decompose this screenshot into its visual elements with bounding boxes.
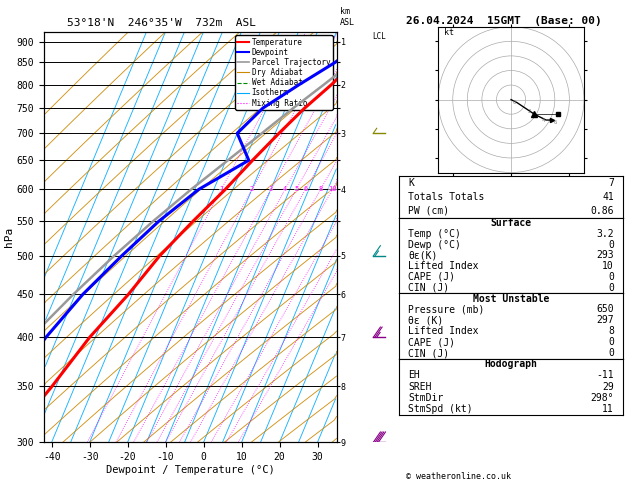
Text: 3: 3	[269, 187, 273, 192]
Text: SREH: SREH	[408, 382, 432, 392]
X-axis label: Dewpoint / Temperature (°C): Dewpoint / Temperature (°C)	[106, 465, 275, 475]
Text: 2: 2	[527, 109, 530, 114]
Text: 0: 0	[608, 283, 614, 293]
Text: 293: 293	[596, 250, 614, 260]
Y-axis label: hPa: hPa	[4, 227, 14, 247]
Text: 8: 8	[608, 326, 614, 336]
Text: km
ASL: km ASL	[340, 7, 355, 27]
Text: 5: 5	[294, 187, 298, 192]
Text: 10: 10	[602, 261, 614, 271]
Text: kt: kt	[444, 29, 454, 37]
Text: K: K	[408, 178, 415, 188]
Text: 11: 11	[602, 404, 614, 414]
Legend: Temperature, Dewpoint, Parcel Trajectory, Dry Adiabat, Wet Adiabat, Isotherm, Mi: Temperature, Dewpoint, Parcel Trajectory…	[235, 35, 333, 110]
Text: Hodograph: Hodograph	[484, 359, 538, 369]
Text: -11: -11	[596, 370, 614, 381]
Text: θε (K): θε (K)	[408, 315, 443, 326]
Text: 1: 1	[219, 187, 223, 192]
Text: CAPE (J): CAPE (J)	[408, 337, 455, 347]
Text: 29: 29	[602, 382, 614, 392]
Text: 297: 297	[596, 315, 614, 326]
Text: PW (cm): PW (cm)	[408, 206, 450, 216]
Text: Totals Totals: Totals Totals	[408, 192, 485, 202]
Text: 6: 6	[303, 187, 308, 192]
Text: 8: 8	[318, 187, 323, 192]
Text: 650: 650	[596, 304, 614, 314]
Text: EH: EH	[408, 370, 420, 381]
Text: CIN (J): CIN (J)	[408, 348, 450, 358]
Text: 6: 6	[554, 121, 557, 125]
Text: θε(K): θε(K)	[408, 250, 438, 260]
Text: 0: 0	[608, 240, 614, 250]
Text: CAPE (J): CAPE (J)	[408, 272, 455, 282]
Text: Surface: Surface	[491, 218, 532, 228]
Text: 4: 4	[283, 187, 287, 192]
Text: 10: 10	[328, 187, 337, 192]
Text: 0: 0	[608, 272, 614, 282]
Text: StmDir: StmDir	[408, 393, 443, 403]
Text: 2: 2	[250, 187, 254, 192]
Text: Lifted Index: Lifted Index	[408, 261, 479, 271]
Text: 0: 0	[513, 100, 516, 105]
Text: 41: 41	[602, 192, 614, 202]
Text: LCL: LCL	[372, 32, 386, 41]
Text: Lifted Index: Lifted Index	[408, 326, 479, 336]
Text: 0.86: 0.86	[590, 206, 614, 216]
Text: 0: 0	[608, 337, 614, 347]
Text: CIN (J): CIN (J)	[408, 283, 450, 293]
Text: 26.04.2024  15GMT  (Base: 00): 26.04.2024 15GMT (Base: 00)	[406, 16, 601, 26]
Text: 4: 4	[542, 118, 545, 122]
Text: StmSpd (kt): StmSpd (kt)	[408, 404, 473, 414]
Text: 7: 7	[608, 178, 614, 188]
Title: 53°18'N  246°35'W  732m  ASL: 53°18'N 246°35'W 732m ASL	[67, 18, 255, 28]
Text: 0: 0	[608, 348, 614, 358]
Text: Pressure (mb): Pressure (mb)	[408, 304, 485, 314]
Text: Most Unstable: Most Unstable	[473, 294, 549, 304]
Text: 3.2: 3.2	[596, 229, 614, 239]
Text: Dewp (°C): Dewp (°C)	[408, 240, 461, 250]
Text: Temp (°C): Temp (°C)	[408, 229, 461, 239]
Text: © weatheronline.co.uk: © weatheronline.co.uk	[406, 472, 511, 481]
Text: 298°: 298°	[590, 393, 614, 403]
